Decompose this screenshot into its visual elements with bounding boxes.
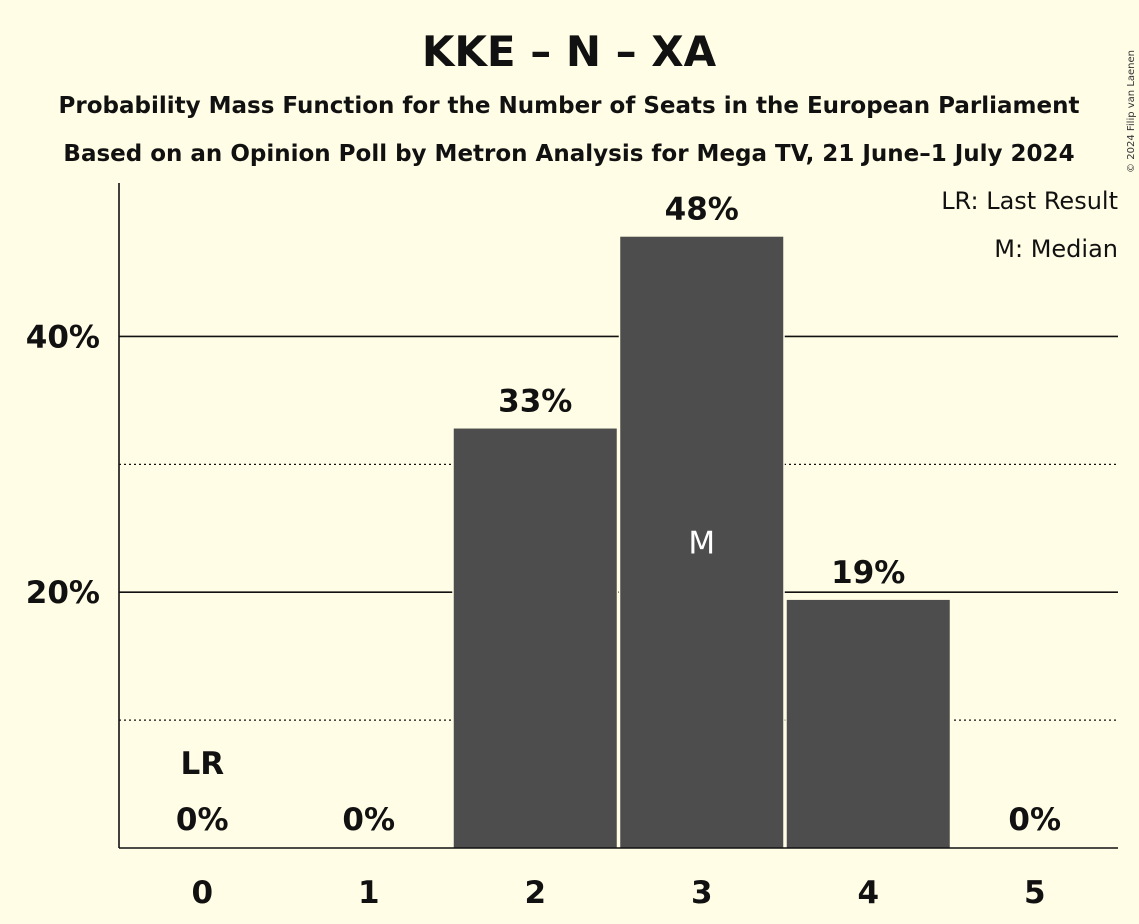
chart-title: KKE – N – XA xyxy=(422,27,717,76)
axes xyxy=(118,183,1118,849)
y-tick-label: 20% xyxy=(26,575,100,611)
gridlines xyxy=(119,335,1118,721)
bars xyxy=(452,234,952,848)
value-label: 19% xyxy=(831,555,905,591)
value-label: 33% xyxy=(498,384,572,420)
legend-median: M: Median xyxy=(994,235,1118,263)
x-tick-label: 0 xyxy=(191,875,213,911)
x-tick-label: 1 xyxy=(358,875,380,911)
value-label: 48% xyxy=(665,192,739,228)
bar xyxy=(453,428,617,848)
copyright-note: © 2024 Filip van Laenen xyxy=(1126,50,1137,173)
bar xyxy=(786,599,950,848)
bar xyxy=(620,236,784,848)
x-tick-label: 2 xyxy=(524,875,546,911)
x-tick-label: 4 xyxy=(857,875,879,911)
x-tick-label: 5 xyxy=(1024,875,1046,911)
legend-last-result: LR: Last Result xyxy=(941,187,1118,215)
value-label: 0% xyxy=(342,802,395,838)
value-label: 0% xyxy=(176,802,229,838)
value-label: 0% xyxy=(1008,802,1061,838)
chart-subtitle-2: Based on an Opinion Poll by Metron Analy… xyxy=(63,141,1074,167)
chart-subtitle-1: Probability Mass Function for the Number… xyxy=(59,93,1080,119)
median-marker: M xyxy=(688,525,715,561)
x-tick-label: 3 xyxy=(691,875,713,911)
last-result-marker: LR xyxy=(180,746,224,782)
y-tick-label: 40% xyxy=(26,319,100,355)
